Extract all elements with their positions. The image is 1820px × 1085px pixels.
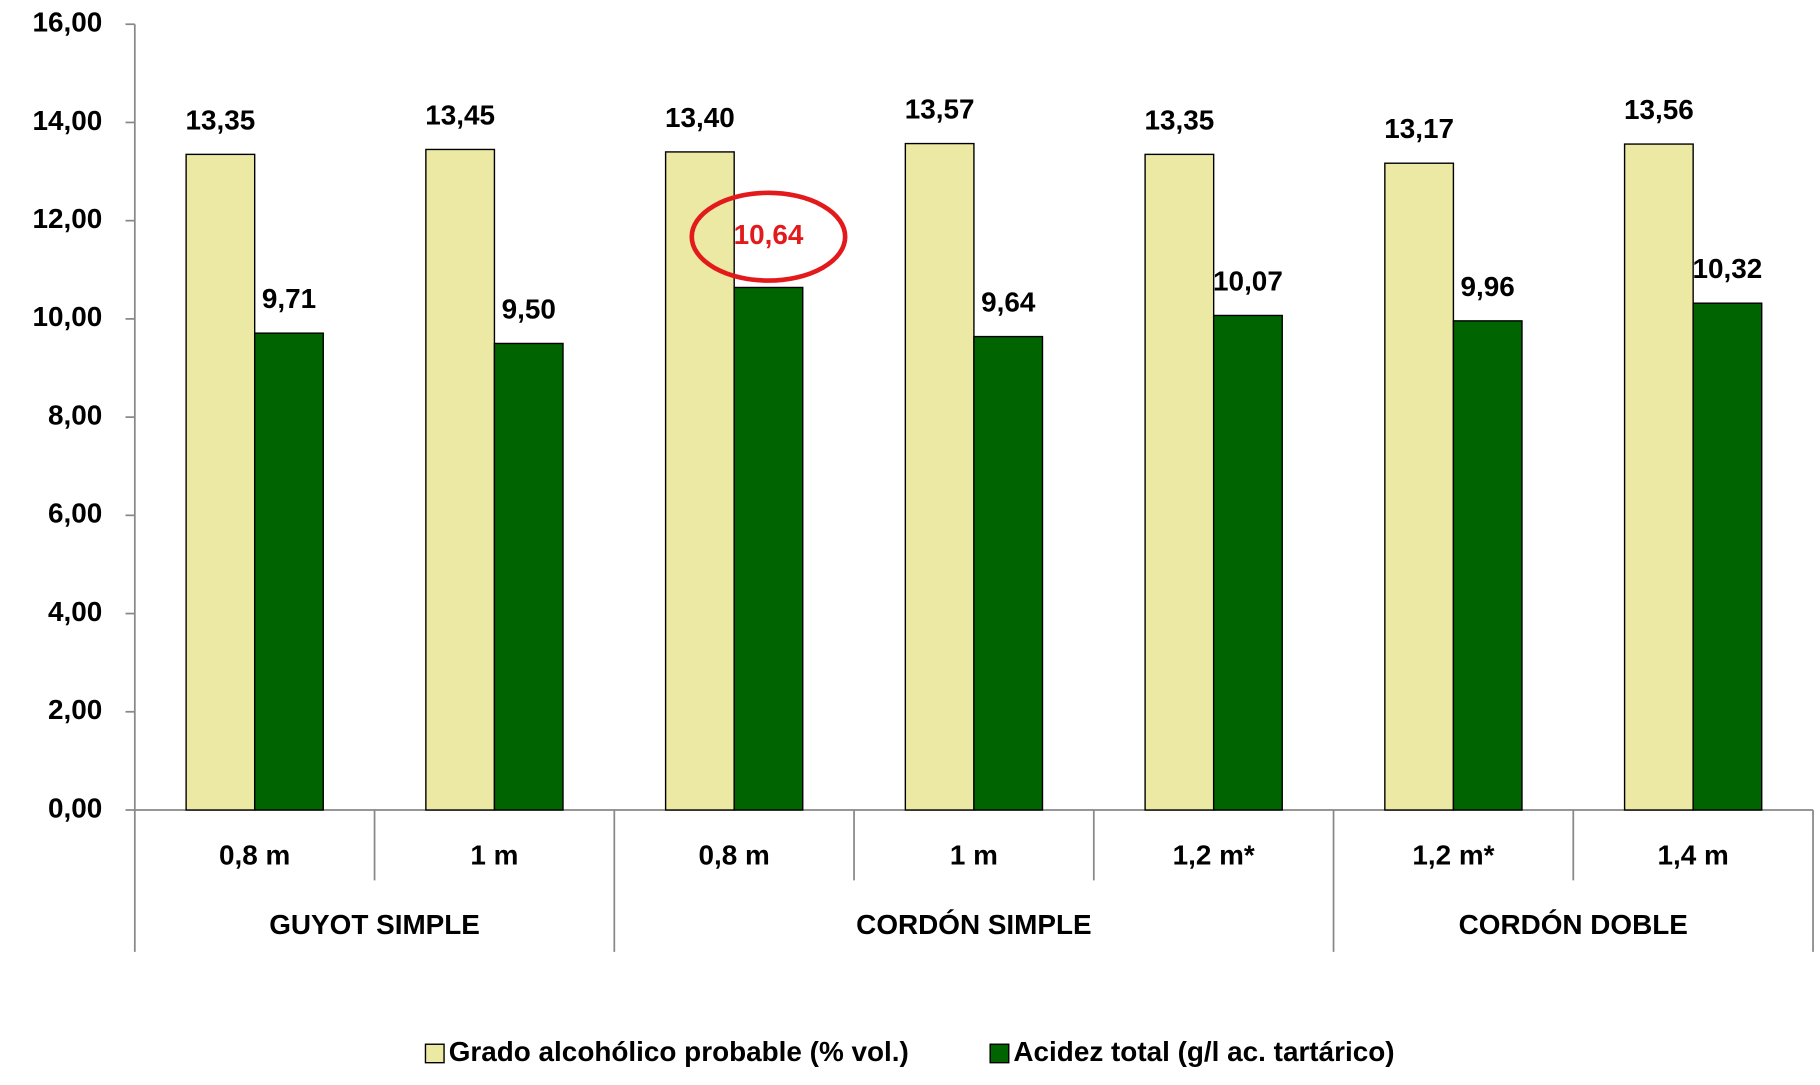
bar — [425, 148, 496, 811]
bar — [664, 151, 735, 811]
bar — [253, 332, 324, 811]
value-label: 10,07 — [1213, 266, 1283, 297]
y-tick-label: 4,00 — [48, 596, 102, 627]
x-tick-label: 1,4 m — [1658, 840, 1729, 871]
bar — [733, 286, 804, 811]
y-tick-label: 0,00 — [48, 792, 102, 823]
y-tick-label: 12,00 — [32, 203, 102, 234]
value-label: 10,64 — [734, 219, 804, 250]
bar — [493, 342, 564, 811]
legend-swatch — [424, 1043, 445, 1064]
y-tick-label: 10,00 — [32, 301, 102, 332]
y-tick-label: 14,00 — [32, 105, 102, 136]
bar — [1623, 143, 1694, 811]
value-label: 13,56 — [1624, 94, 1694, 125]
bar — [904, 142, 975, 811]
group-label: CORDÓN SIMPLE — [856, 909, 1091, 940]
value-label: 13,35 — [1144, 104, 1214, 135]
value-label: 10,32 — [1693, 253, 1763, 284]
value-label: 13,17 — [1384, 113, 1454, 144]
bar — [1452, 320, 1523, 811]
value-label: 13,35 — [186, 104, 256, 135]
value-label: 13,40 — [665, 102, 735, 133]
legend-swatch — [989, 1043, 1010, 1064]
group-label: GUYOT SIMPLE — [269, 909, 480, 940]
highlight-circle — [689, 190, 848, 283]
y-tick-label: 16,00 — [32, 7, 102, 38]
bar — [1384, 162, 1455, 811]
legend-label: Acidez total (g/l ac. tartárico) — [1013, 1036, 1394, 1067]
bar — [1692, 302, 1763, 811]
y-tick-label: 8,00 — [48, 400, 102, 431]
group-label: CORDÓN DOBLE — [1459, 909, 1688, 940]
x-tick-label: 0,8 m — [219, 840, 290, 871]
bar — [1212, 314, 1283, 811]
x-tick-label: 1,2 m* — [1173, 840, 1255, 871]
y-tick-label: 2,00 — [48, 694, 102, 725]
value-label: 9,50 — [502, 294, 556, 325]
value-label: 13,57 — [905, 94, 975, 125]
x-tick-label: 0,8 m — [699, 840, 770, 871]
y-tick-label: 6,00 — [48, 498, 102, 529]
value-label: 9,64 — [981, 287, 1036, 318]
bar — [1144, 153, 1215, 811]
bar — [185, 153, 256, 811]
value-label: 9,71 — [262, 283, 316, 314]
value-label: 9,96 — [1461, 271, 1515, 302]
value-label: 13,45 — [425, 100, 495, 131]
x-tick-label: 1 m — [950, 840, 998, 871]
x-tick-label: 1 m — [470, 840, 518, 871]
bar — [973, 335, 1044, 811]
x-tick-label: 1,2 m* — [1412, 840, 1494, 871]
legend-label: Grado alcohólico probable (% vol.) — [449, 1036, 909, 1067]
